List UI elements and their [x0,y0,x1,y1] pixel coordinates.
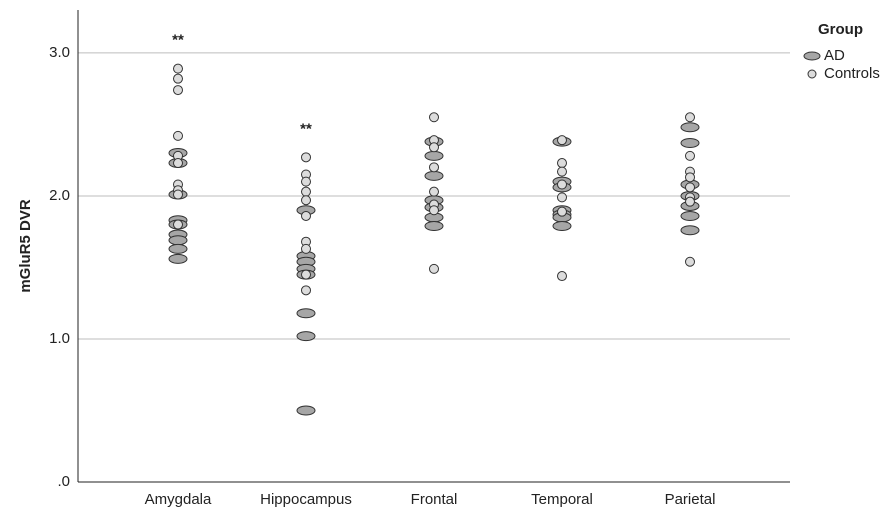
point [168,235,188,246]
y-axis-label: mGluR5 DVR [17,199,34,293]
point [173,219,183,230]
point [301,243,311,254]
legend-title: Group [818,21,863,38]
point [424,220,444,231]
point [557,135,567,146]
point [296,331,316,342]
annotation: ** [300,120,312,137]
point [424,170,444,181]
point [296,308,316,319]
x-tick-label: Parietal [665,491,716,508]
point [680,138,700,149]
y-tick-label: .0 [57,473,70,490]
point [557,166,567,177]
point [173,158,183,169]
point [429,186,439,197]
point [296,405,316,416]
point [685,182,695,193]
point [685,172,695,183]
legend-marker [803,51,821,61]
point [557,179,567,190]
point [685,150,695,161]
y-tick-label: 2.0 [49,187,70,204]
x-tick-label: Hippocampus [260,491,352,508]
x-tick-label: Frontal [411,491,458,508]
point [301,186,311,197]
point [680,122,700,133]
point [429,162,439,173]
annotation: ** [172,32,184,49]
point [301,210,311,221]
y-tick-label: 1.0 [49,330,70,347]
x-tick-label: Temporal [531,491,593,508]
point [301,195,311,206]
point [173,63,183,74]
point [680,225,700,236]
point [429,263,439,274]
point [301,176,311,187]
point [429,205,439,216]
legend-marker [807,69,817,79]
point [552,220,572,231]
y-tick-label: 3.0 [49,44,70,61]
x-tick-label: Amygdala [145,491,212,508]
point [429,142,439,153]
legend-label: Controls [824,65,880,82]
point [557,271,567,282]
point [301,285,311,296]
point [557,158,567,169]
point [173,73,183,84]
point [685,256,695,267]
point [173,189,183,200]
point [301,152,311,163]
point [685,196,695,207]
point [557,206,567,217]
point [680,210,700,221]
point [424,150,444,161]
point [173,130,183,141]
point [429,112,439,123]
point [168,243,188,254]
point [168,253,188,264]
point [557,192,567,203]
point [685,112,695,123]
point [301,269,311,280]
legend-label: AD [824,47,845,64]
point [173,85,183,96]
